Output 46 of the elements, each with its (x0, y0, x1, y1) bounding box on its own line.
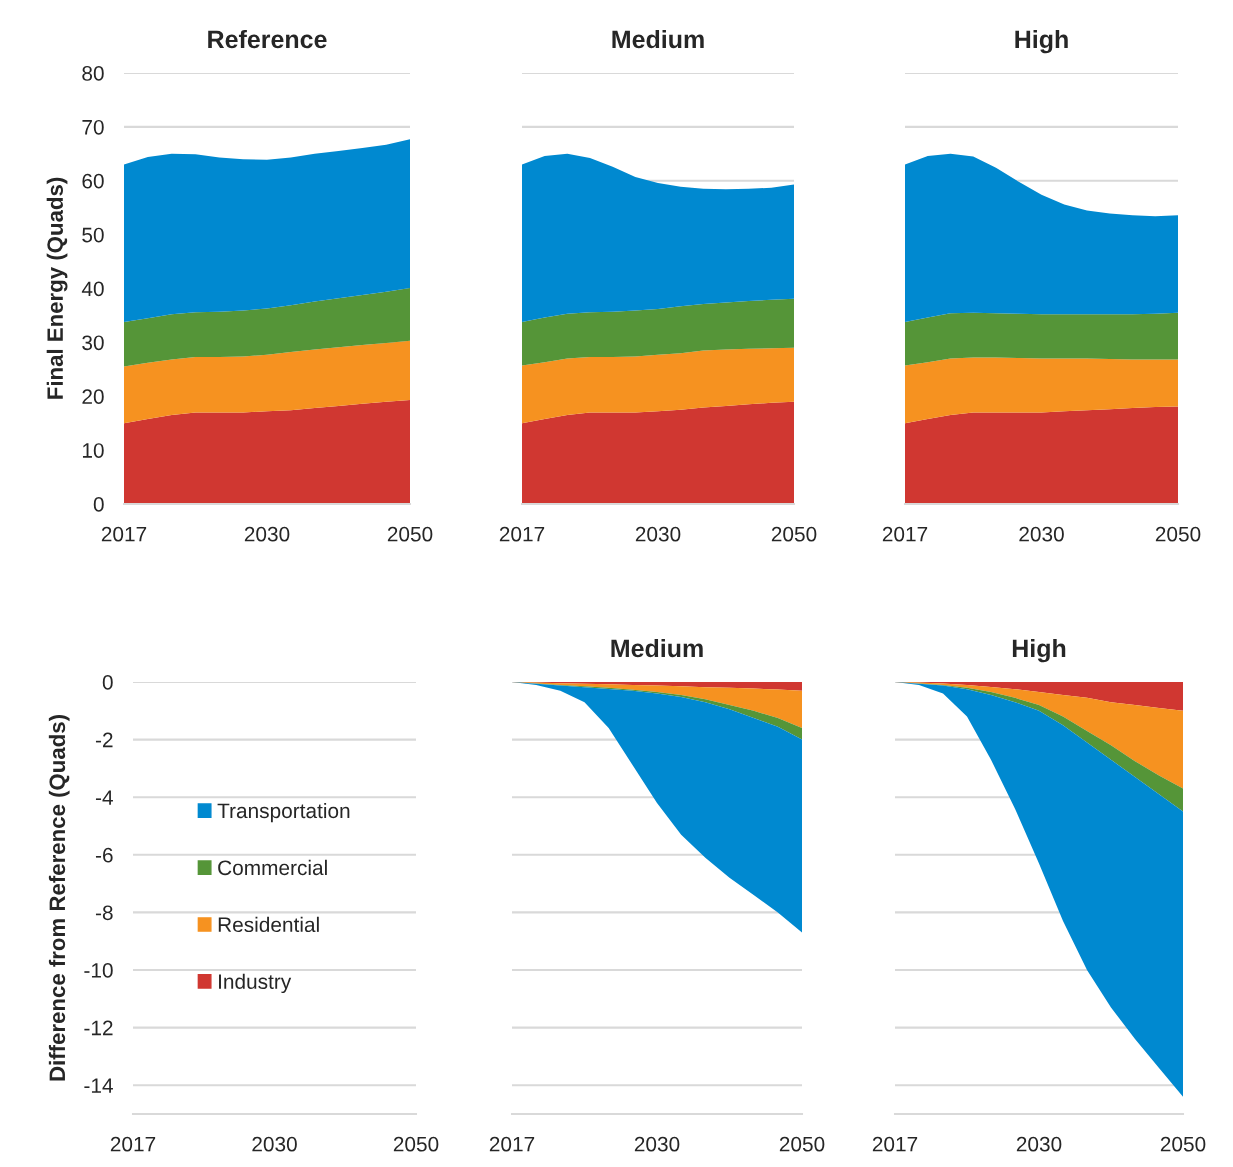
y-tick-label: 80 (82, 66, 104, 81)
y-tick-label: 50 (82, 227, 104, 243)
x-tick-label: 2017 (882, 526, 928, 542)
chart-title: Medium (611, 638, 703, 658)
x-tick-label: 2030 (244, 526, 290, 542)
y-tick-label: -12 (84, 1020, 113, 1036)
chart-title: High (1015, 29, 1068, 54)
legend-label: Commercial (218, 859, 327, 876)
chart-title: High (1012, 638, 1066, 663)
x-tick-label: 2050 (779, 1136, 825, 1152)
chart-title: Reference (208, 29, 327, 49)
x-tick-label: 2017 (489, 1136, 535, 1152)
legend-label: Transportation (217, 802, 350, 823)
x-tick-label: 2030 (634, 1136, 680, 1152)
y-tick-label: -6 (95, 847, 113, 863)
y-tick-label: 30 (82, 335, 104, 351)
y-tick-label: 40 (81, 281, 104, 297)
y-tick-label: 70 (82, 119, 104, 135)
x-tick-label: 2030 (252, 1136, 297, 1152)
legend-label: Residential (218, 916, 319, 933)
y-tick-label: -4 (95, 790, 113, 805)
y-tick-label: 60 (82, 173, 104, 189)
x-tick-label: 2017 (101, 526, 147, 542)
y-tick-label: 0 (93, 497, 104, 512)
y-axis-title: Difference from Reference (Quads) (48, 715, 70, 1081)
x-tick-label: 2050 (393, 1136, 439, 1152)
y-tick-label: 20 (82, 389, 104, 404)
x-tick-label: 2030 (1016, 1136, 1062, 1152)
y-tick-label: -2 (95, 732, 113, 748)
x-tick-label: 2030 (635, 526, 681, 542)
x-tick-label: 2017 (872, 1136, 918, 1152)
chart-title: Medium (612, 29, 704, 49)
x-tick-label: 2050 (1155, 526, 1201, 542)
y-tick-label: 0 (102, 675, 113, 690)
y-tick-label: -10 (84, 963, 113, 978)
x-tick-label: 2017 (110, 1136, 156, 1152)
y-tick-label: -14 (84, 1078, 113, 1093)
x-tick-label: 2030 (1019, 526, 1064, 542)
y-tick-label: -8 (95, 905, 113, 921)
y-axis-title: Final Energy (Quads) (46, 177, 68, 399)
x-tick-label: 2017 (499, 526, 545, 542)
y-tick-label: 10 (82, 443, 104, 458)
x-tick-label: 2050 (387, 526, 433, 542)
legend-label: Industry (219, 973, 292, 994)
x-tick-label: 2050 (771, 526, 817, 542)
x-tick-label: 2050 (1160, 1136, 1206, 1152)
